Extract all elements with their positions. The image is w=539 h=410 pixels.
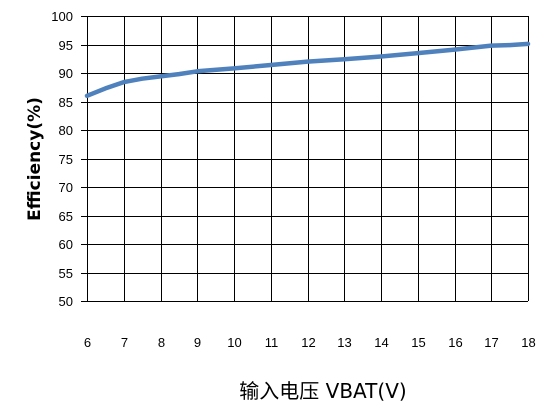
y-tick-label: 65 (59, 209, 73, 224)
x-tick-label: 17 (484, 335, 498, 350)
x-tick-label: 13 (337, 335, 351, 350)
x-tick-label: 8 (158, 335, 165, 350)
x-axis-label: 输入电压 VBAT(V) (239, 379, 406, 403)
y-tick-label: 50 (59, 294, 73, 309)
y-tick-label: 100 (51, 9, 73, 24)
x-tick-label: 7 (121, 335, 128, 350)
y-tick-label: 80 (59, 123, 73, 138)
y-tick-label: 95 (59, 38, 73, 53)
x-tick-label: 16 (448, 335, 462, 350)
x-tick-label: 15 (411, 335, 425, 350)
y-tick-label: 55 (59, 266, 73, 281)
x-tick-label: 18 (521, 335, 535, 350)
x-tick-label: 12 (301, 335, 315, 350)
y-tick-label: 60 (59, 237, 73, 252)
x-tick-label: 9 (194, 335, 201, 350)
efficiency-line (87, 44, 528, 96)
y-axis-label: Efficiency(%) (25, 97, 45, 221)
x-tick-label: 10 (227, 335, 241, 350)
y-axis-ticks: 50 55 60 65 70 75 80 85 90 95 100 (51, 9, 73, 309)
x-tick-label: 11 (265, 335, 279, 350)
x-tick-label: 6 (84, 335, 91, 350)
y-tick-label: 85 (59, 95, 73, 110)
y-tick-label: 75 (59, 152, 73, 167)
x-tick-label: 14 (374, 335, 388, 350)
x-axis-ticks: 6 7 8 9 10 11 12 13 14 15 16 17 18 (84, 335, 536, 350)
y-tick-label: 90 (59, 66, 73, 81)
y-tick-label: 70 (59, 180, 73, 195)
grid (81, 16, 529, 302)
